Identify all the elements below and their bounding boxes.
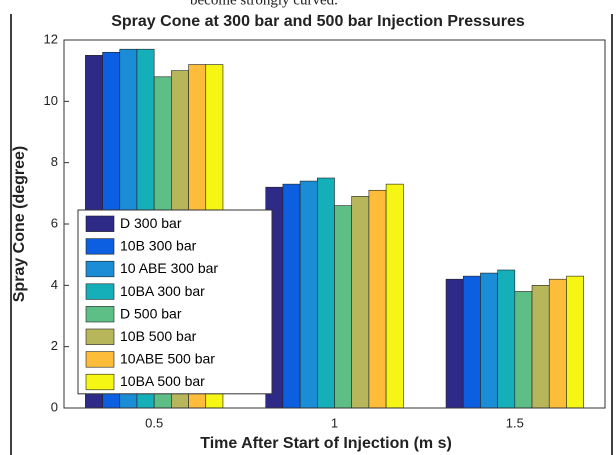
bar — [334, 205, 353, 409]
bar — [282, 183, 301, 409]
bar — [351, 196, 370, 409]
bar — [368, 189, 387, 409]
x-axis-label: Time After Start of Injection (m s) — [200, 435, 452, 452]
legend-label: 10BA 300 bar — [120, 283, 205, 299]
x-tick-label: 1.5 — [506, 415, 524, 430]
bar — [497, 269, 516, 409]
legend-swatch — [85, 238, 115, 255]
y-tick-label: 8 — [51, 154, 58, 169]
legend-swatch — [85, 328, 115, 345]
legend-label: 10B 500 bar — [120, 328, 197, 344]
legend-label: 10B 300 bar — [120, 238, 197, 254]
legend-swatch — [85, 215, 115, 232]
legend-label: D 300 bar — [120, 215, 182, 231]
y-axis-label: Spray Cone (degree) — [11, 146, 28, 302]
bar — [480, 272, 498, 409]
bar — [514, 291, 533, 409]
legend-swatch — [85, 373, 115, 391]
y-tick-label: 12 — [44, 31, 58, 46]
axes-box — [63, 39, 606, 409]
legend-swatch — [85, 306, 115, 323]
legend-label: 10ABE 500 bar — [120, 351, 215, 367]
legend-swatch — [85, 351, 115, 368]
legend-swatch — [85, 283, 115, 300]
legend-label: D 500 bar — [120, 305, 182, 321]
bar — [316, 177, 335, 409]
bar — [548, 278, 567, 409]
x-tick-label: 1 — [331, 415, 338, 430]
bar — [566, 275, 584, 409]
bar — [385, 183, 404, 409]
bar — [531, 285, 550, 409]
caption-fragment: become strongly curved. — [190, 0, 338, 8]
y-tick-label: 6 — [51, 215, 58, 230]
legend-label: 10BA 500 bar — [120, 373, 205, 389]
bar — [445, 278, 464, 409]
bar — [299, 180, 318, 409]
y-tick-label: 10 — [44, 93, 58, 108]
y-tick-label: 4 — [51, 277, 58, 292]
bar — [462, 275, 481, 409]
y-tick-label: 2 — [51, 338, 58, 353]
x-tick-label: 0.5 — [145, 415, 163, 430]
legend-label: 10 ABE 300 bar — [120, 260, 218, 276]
y-tick-label: 0 — [51, 399, 58, 414]
chart-title: Spray Cone at 300 bar and 500 bar Inject… — [111, 13, 525, 30]
legend-swatch — [85, 260, 115, 278]
